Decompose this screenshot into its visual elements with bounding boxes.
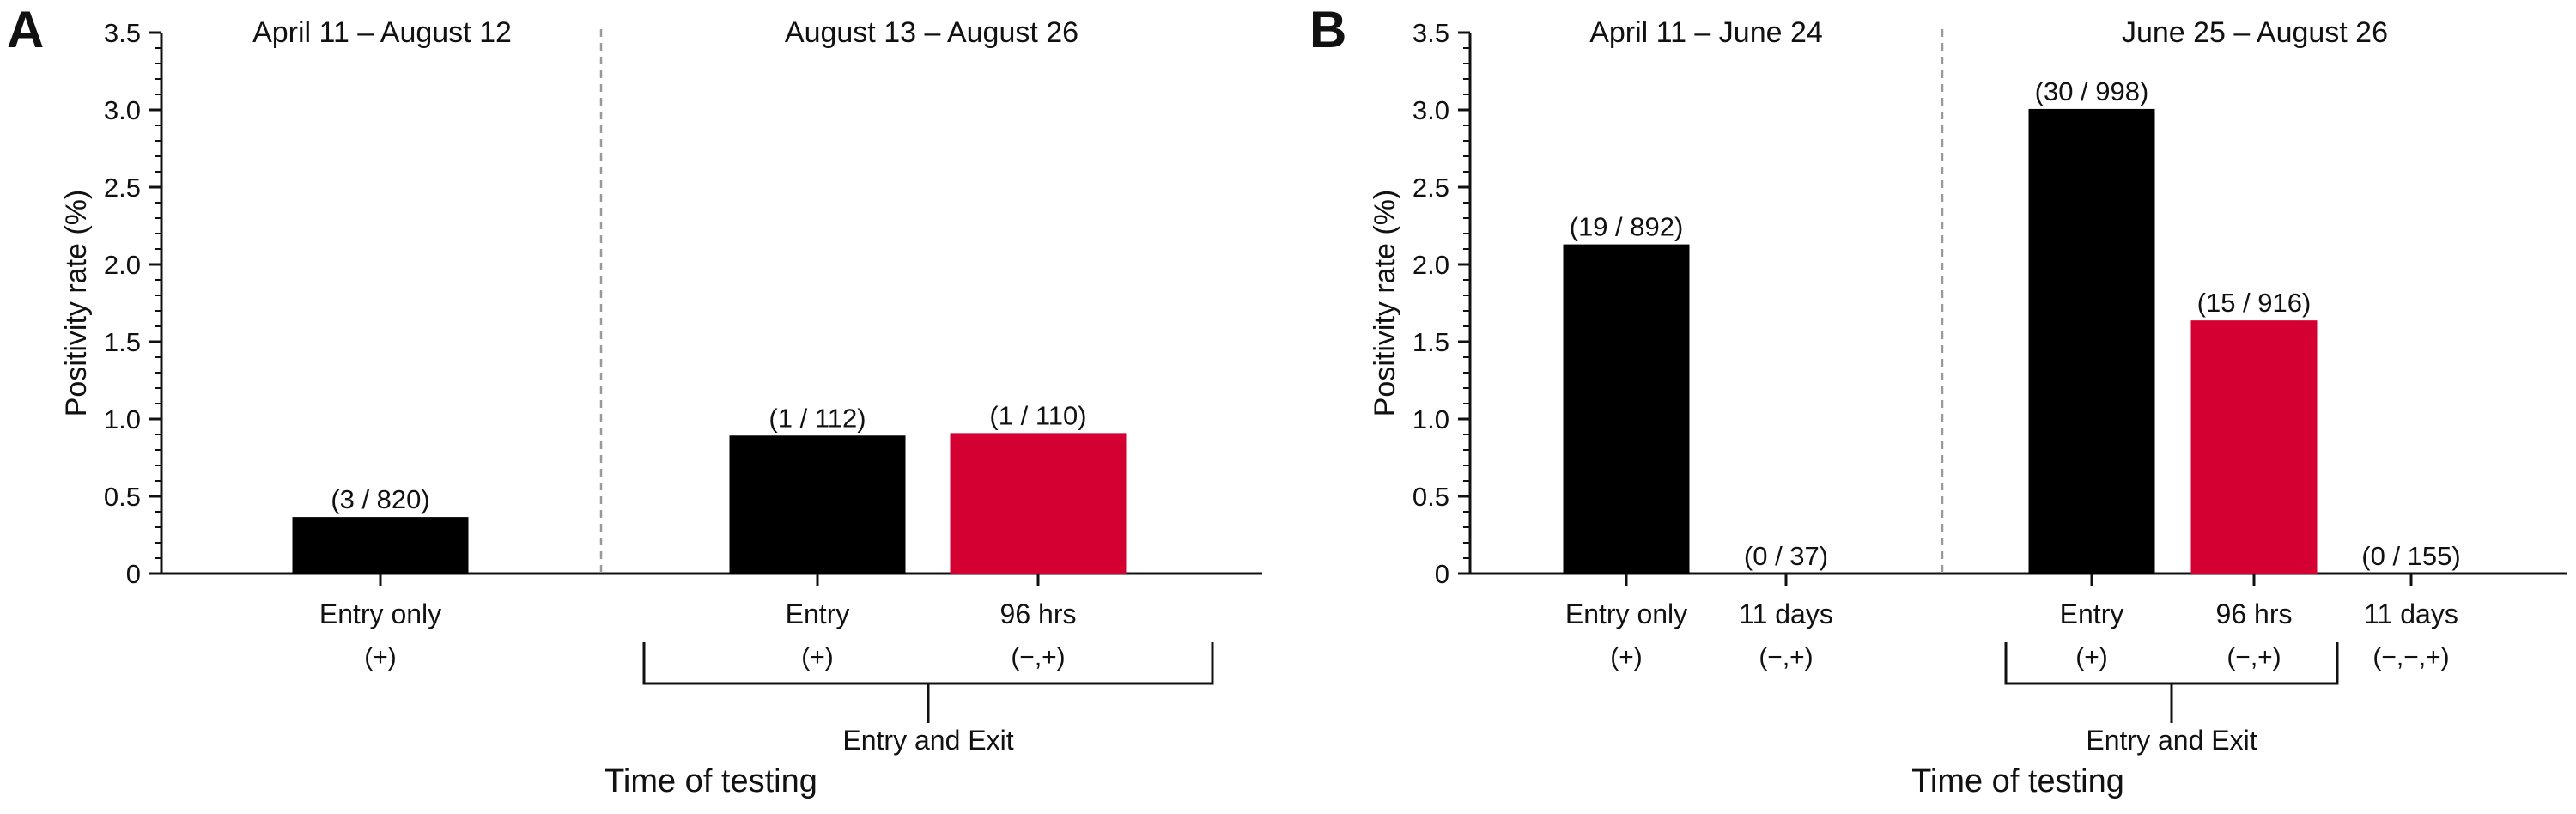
x-test-code-label: (−,+) bbox=[2227, 643, 2281, 671]
panel-b: B 0 0.5 1.0 1.5 2.0 2.5 3.0 3.5 Positivity rate (… bbox=[1309, 1, 2567, 799]
x-test-code-label: (+) bbox=[801, 643, 834, 671]
bar-value-label: (30 / 998) bbox=[2035, 76, 2149, 106]
period-header: August 13 – August 26 bbox=[785, 16, 1078, 49]
x-axis-title: Time of testing bbox=[605, 763, 817, 799]
x-category-label: Entry only bbox=[1565, 598, 1687, 629]
y-tick-label: 2.5 bbox=[1413, 173, 1449, 203]
y-tick-label: 1.5 bbox=[1413, 327, 1449, 357]
bar-value-label: (0 / 37) bbox=[1744, 541, 1828, 571]
y-tick-label: 1.5 bbox=[104, 327, 141, 357]
panel-letter: B bbox=[1309, 1, 1346, 58]
bar-value-label: (0 / 155) bbox=[2361, 541, 2460, 571]
y-tick-label: 0.5 bbox=[1413, 482, 1449, 512]
x-test-code-label: (+) bbox=[2075, 643, 2108, 671]
x-category-label: 11 days bbox=[2364, 598, 2458, 629]
group-label: Entry and Exit bbox=[2086, 725, 2257, 756]
group-label: Entry and Exit bbox=[842, 725, 1013, 756]
y-axis-title: Positivity rate (%) bbox=[60, 190, 93, 417]
y-tick-label: 2.5 bbox=[104, 173, 141, 203]
bar-value-label: (3 / 820) bbox=[331, 484, 429, 514]
period-header: June 25 – August 26 bbox=[2122, 16, 2388, 49]
y-tick-label: 3.0 bbox=[1413, 95, 1449, 125]
x-test-code-label: (+) bbox=[1610, 643, 1643, 671]
bar-value-label: (15 / 916) bbox=[2197, 288, 2312, 318]
x-test-code-label: (−,+) bbox=[1011, 643, 1065, 671]
bar bbox=[950, 433, 1127, 574]
y-tick-label: 2.0 bbox=[1413, 250, 1449, 280]
x-category-label: 11 days bbox=[1739, 598, 1833, 629]
y-tick-label: 0.5 bbox=[104, 482, 141, 512]
period-header: April 11 – August 12 bbox=[252, 16, 512, 49]
group-bracket bbox=[2004, 642, 2339, 723]
y-tick-label: 3.5 bbox=[1413, 18, 1449, 48]
period-header: April 11 – June 24 bbox=[1589, 16, 1823, 49]
x-test-code-label: (+) bbox=[364, 643, 397, 671]
y-axis-title: Positivity rate (%) bbox=[1369, 190, 1401, 417]
bar-value-label: (1 / 112) bbox=[769, 403, 866, 433]
group-bracket bbox=[642, 642, 1214, 723]
bar bbox=[292, 517, 469, 574]
bar-value-label: (1 / 110) bbox=[989, 400, 1086, 430]
x-category-label: 96 hrs bbox=[1000, 598, 1077, 629]
x-category-label: Entry bbox=[786, 598, 850, 629]
y-tick-label: 3.0 bbox=[104, 95, 141, 125]
x-category-label: 96 hrs bbox=[2216, 598, 2293, 629]
x-test-code-label: (−,+) bbox=[1759, 643, 1813, 671]
x-axis-title: Time of testing bbox=[1911, 763, 2124, 799]
x-test-code-label: (−,−,+) bbox=[2372, 643, 2449, 671]
x-category-label: Entry only bbox=[319, 598, 441, 629]
y-tick-label: 1.0 bbox=[1413, 404, 1449, 434]
bar-value-label: (19 / 892) bbox=[1570, 212, 1684, 242]
panel-letter: A bbox=[7, 1, 44, 58]
bar bbox=[2190, 320, 2318, 574]
y-tick-label: 0 bbox=[1435, 559, 1449, 589]
bar bbox=[729, 435, 906, 574]
panel-a: A 0 0.5 1.0 1.5 2.0 2.5 3.0 3.5 Positivity rate (… bbox=[7, 1, 1262, 799]
y-tick-label: 0 bbox=[126, 559, 141, 589]
bar bbox=[2028, 108, 2155, 574]
y-tick-label: 3.5 bbox=[104, 18, 141, 48]
bar bbox=[1563, 244, 1690, 574]
y-tick-label: 2.0 bbox=[104, 250, 141, 280]
x-category-label: Entry bbox=[2060, 598, 2124, 629]
y-tick-label: 1.0 bbox=[104, 404, 141, 434]
